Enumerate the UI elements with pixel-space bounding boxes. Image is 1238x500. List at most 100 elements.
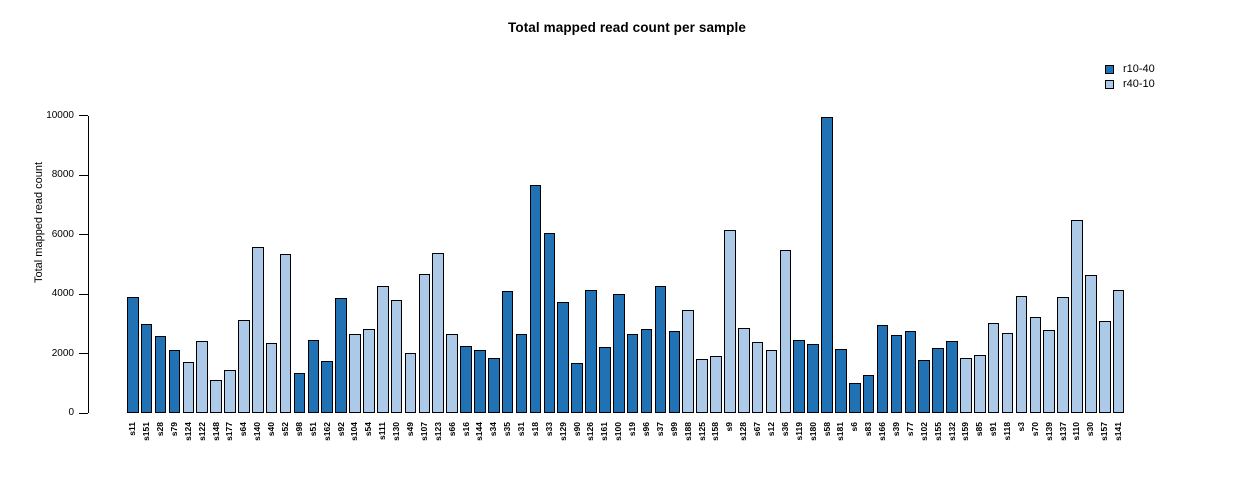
x-tick-label-s6: s6 [849, 421, 860, 431]
legend-item-r10-40: r10-40 [1105, 64, 1155, 75]
bar-s107 [418, 273, 431, 414]
y-tick-6000 [79, 234, 88, 236]
x-tick-label-s110: s110 [1071, 421, 1082, 440]
x-tick-label-s177: s177 [224, 421, 235, 441]
bar-s77 [904, 330, 917, 414]
x-tick-label-s39: s39 [890, 421, 901, 436]
bar-s148 [210, 380, 222, 414]
x-tick-label-s104: s104 [349, 421, 360, 441]
bar-s140 [251, 247, 264, 414]
legend-item-r40-10: r40-10 [1105, 79, 1155, 90]
bar-s123 [432, 252, 445, 414]
x-tick-label-s166: s166 [877, 421, 888, 441]
x-tick-label-s100: s100 [613, 421, 624, 441]
x-tick-label-s3: s3 [1015, 421, 1026, 431]
x-tick-label-s98: s98 [293, 421, 304, 436]
bar-s119 [793, 339, 806, 414]
bar-s130 [390, 299, 403, 414]
bar-s30 [1085, 275, 1097, 414]
bar-s151 [140, 323, 153, 414]
x-tick-label-s11: s11 [127, 421, 138, 436]
x-tick-label-s64: s64 [238, 421, 249, 436]
x-tick-label-s85: s85 [974, 421, 985, 436]
x-tick-label-s51: s51 [307, 421, 318, 436]
y-tick-label-10000: 10000 [46, 109, 74, 121]
bar-s66 [446, 334, 458, 414]
y-tick-2000 [79, 353, 88, 355]
x-tick-label-s99: s99 [668, 421, 679, 436]
bar-s166 [876, 324, 889, 414]
bar-s129 [557, 302, 569, 414]
bar-s6 [849, 383, 861, 414]
x-tick-label-s28: s28 [155, 421, 166, 436]
bar-s35 [501, 291, 514, 414]
bar-s118 [1001, 332, 1014, 414]
x-tick-label-s33: s33 [543, 421, 554, 436]
x-tick-label-s52: s52 [280, 421, 291, 436]
bar-s51 [307, 339, 320, 414]
y-tick-0 [79, 412, 88, 414]
bar-s141 [1112, 289, 1125, 414]
x-tick-label-s30: s30 [1085, 421, 1096, 436]
x-tick-label-s36: s36 [779, 421, 790, 436]
y-tick-label-8000: 8000 [51, 169, 74, 181]
chart-legend: r10-40 r40-10 [1105, 64, 1155, 90]
bar-s126 [585, 290, 597, 414]
x-tick-label-s124: s124 [182, 421, 193, 441]
x-tick-label-s157: s157 [1099, 421, 1110, 441]
bar-s162 [321, 360, 333, 414]
bar-s98 [293, 373, 306, 414]
bar-s181 [835, 348, 847, 414]
bar-s37 [654, 285, 667, 414]
bar-s83 [862, 374, 875, 414]
bar-s125 [696, 358, 708, 414]
legend-label-r10-40: r10-40 [1123, 63, 1155, 75]
bar-s144 [474, 350, 486, 414]
x-tick-label-s58: s58 [821, 421, 832, 436]
bar-s31 [515, 333, 528, 414]
y-tick-label-6000: 6000 [51, 228, 74, 240]
x-tick-label-s158: s158 [710, 421, 721, 441]
bar-s36 [779, 249, 792, 414]
x-tick-label-s96: s96 [641, 421, 652, 436]
bar-s104 [349, 334, 361, 414]
legend-swatch-r40-10 [1105, 80, 1114, 89]
x-tick-label-s16: s16 [460, 421, 471, 436]
bar-s188 [682, 310, 694, 414]
x-tick-label-s188: s188 [682, 421, 693, 441]
x-tick-label-s92: s92 [335, 421, 346, 436]
y-tick-10000 [79, 115, 88, 117]
x-tick-label-s19: s19 [627, 421, 638, 436]
x-tick-label-s70: s70 [1029, 421, 1040, 436]
bar-s111 [376, 285, 389, 414]
y-tick-8000 [79, 174, 88, 176]
x-tick-label-s35: s35 [502, 421, 513, 436]
bar-s3 [1015, 295, 1028, 414]
bar-s90 [571, 362, 583, 414]
x-tick-label-s111: s111 [377, 421, 388, 440]
y-tick-4000 [79, 293, 88, 295]
bar-s18 [529, 185, 542, 414]
bar-s58 [821, 117, 833, 414]
bar-s180 [807, 343, 819, 414]
bar-s100 [612, 294, 625, 414]
x-tick-label-s18: s18 [529, 421, 540, 436]
x-tick-label-s162: s162 [321, 421, 332, 441]
bar-s110 [1071, 219, 1083, 414]
bar-s67 [751, 342, 764, 414]
bar-s158 [710, 356, 722, 414]
bar-s139 [1043, 329, 1055, 414]
x-tick-label-s67: s67 [752, 421, 763, 436]
legend-swatch-r10-40 [1105, 65, 1114, 74]
bar-s79 [168, 349, 181, 414]
bar-s155 [932, 348, 944, 414]
x-tick-label-s161: s161 [599, 421, 610, 441]
bar-s70 [1029, 317, 1042, 414]
x-tick-label-s180: s180 [807, 421, 818, 441]
bar-s128 [737, 328, 750, 414]
bar-s161 [599, 346, 611, 414]
bar-s34 [488, 358, 500, 414]
bar-s92 [335, 298, 347, 414]
x-tick-label-s128: s128 [738, 421, 749, 441]
